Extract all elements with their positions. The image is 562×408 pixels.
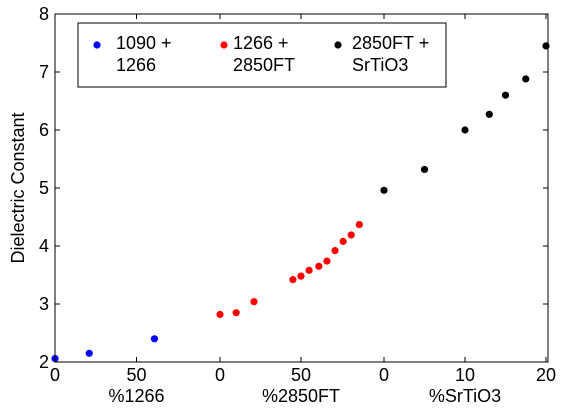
- y-tick-label: 4: [39, 236, 49, 256]
- y-tick-label: 2: [39, 352, 49, 372]
- x-axis-label: %2850FT: [262, 386, 340, 406]
- x-tick-label: 50: [291, 365, 311, 385]
- legend-label: 1266 +2850FT: [233, 33, 295, 75]
- x-axis-label: %SrTiO3: [429, 386, 501, 406]
- y-tick-label: 3: [39, 294, 49, 314]
- data-point: [289, 276, 297, 284]
- data-point: [250, 298, 258, 306]
- y-axis: 2 3 4 5 6 7 8: [39, 4, 548, 372]
- data-point: [297, 272, 305, 280]
- data-point: [150, 335, 159, 343]
- legend-marker: [93, 41, 101, 49]
- x-tick-label: 10: [455, 365, 475, 385]
- data-point: [347, 231, 355, 239]
- x-tick-label: 0: [215, 365, 225, 385]
- chart-marks: [51, 42, 550, 363]
- y-tick-label: 7: [39, 62, 49, 82]
- legend-label-line: 1266: [116, 55, 156, 75]
- data-point: [331, 247, 339, 255]
- x-axis-labels: %1266 %2850FT %SrTiO3: [108, 386, 501, 406]
- legend-box: [77, 22, 447, 88]
- data-point: [216, 310, 224, 319]
- data-point: [485, 110, 493, 118]
- legend-label: 2850FT + SrTiO3: [352, 33, 429, 75]
- data-point: [232, 309, 240, 317]
- legend-marker: [334, 41, 342, 49]
- data-point: [355, 220, 363, 229]
- data-point: [522, 75, 530, 83]
- data-point: [420, 165, 429, 174]
- legend-label-line: 1090 +: [116, 33, 172, 53]
- x-axis: 0 50 0 50 0 10 20: [50, 14, 556, 385]
- data-point: [380, 186, 388, 194]
- y-tick-label: 6: [39, 120, 49, 140]
- x-axis-label: %1266: [108, 386, 164, 406]
- data-point: [85, 349, 93, 357]
- y-tick-label: 5: [39, 178, 49, 198]
- x-tick-label: 50: [126, 365, 146, 385]
- data-point: [323, 257, 331, 265]
- legend-label-line: 2850FT: [233, 55, 295, 75]
- x-tick-label: 0: [379, 365, 389, 385]
- legend-label: 1090 +1266: [116, 33, 172, 75]
- y-axis-label: Dielectric Constant: [8, 112, 28, 263]
- data-point: [461, 126, 469, 134]
- data-point: [339, 237, 347, 245]
- data-point: [305, 266, 313, 274]
- legend: 1090 +1266 1266 +2850FT 2850FT + SrTiO3: [77, 22, 447, 88]
- legend-label-line: SrTiO3: [352, 55, 408, 75]
- legend-label-line: 1266 +: [233, 33, 289, 53]
- x-tick-label: 20: [536, 365, 556, 385]
- y-tick-label: 8: [39, 4, 49, 24]
- data-point: [542, 42, 550, 50]
- data-point: [315, 262, 323, 270]
- legend-marker: [220, 41, 228, 49]
- data-point: [501, 91, 510, 99]
- legend-label-line: 2850FT +: [352, 33, 429, 53]
- x-tick-label: 0: [50, 365, 60, 385]
